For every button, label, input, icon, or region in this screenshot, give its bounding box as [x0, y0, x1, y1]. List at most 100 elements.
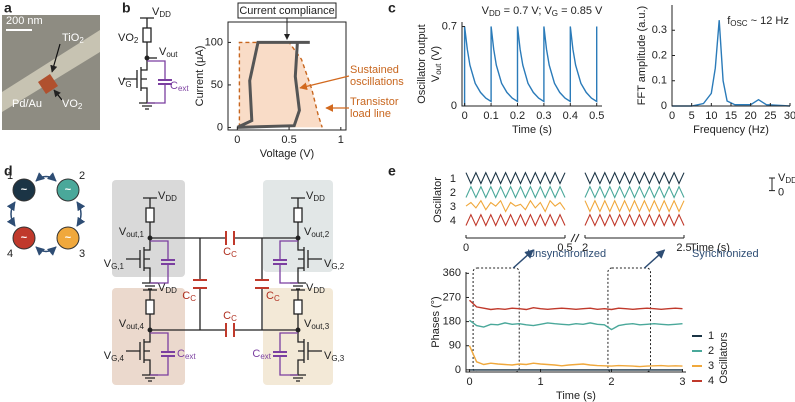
text-part: V — [152, 6, 160, 18]
circuit-label: VDD — [306, 282, 325, 295]
annotation: Synchronized — [692, 248, 759, 260]
panel-label: c — [388, 0, 396, 16]
annotation: Transistor — [350, 96, 399, 108]
oscillator-node — [12, 178, 36, 202]
text-part: TiO — [62, 32, 80, 44]
node-symbol: ~ — [65, 232, 72, 244]
circuit-label: VG,1 — [104, 258, 125, 271]
x-tick-label: 0 — [463, 242, 469, 254]
panel-label: e — [388, 163, 396, 179]
line — [672, 20, 791, 107]
text-part: out,2 — [311, 230, 329, 239]
text-part: C — [223, 310, 231, 322]
text-part: 2 — [134, 36, 139, 45]
text-part: out,4 — [126, 322, 144, 331]
text-part: ext — [178, 84, 189, 93]
x-tick-label: 0.2 — [510, 110, 525, 122]
circuit-label: VO2 — [118, 32, 139, 45]
text-part: C — [177, 348, 185, 360]
text-part: V — [158, 190, 166, 202]
legend-label: 2 — [708, 345, 714, 357]
circuit-label: VDD — [158, 282, 177, 295]
row-label: 3 — [450, 201, 456, 213]
text-part: C — [231, 314, 237, 323]
y-tick-label: 90 — [449, 340, 461, 352]
text-part: out,3 — [311, 322, 329, 331]
y-tick-label: 0.1 — [652, 75, 667, 87]
text-part: V — [304, 226, 312, 238]
node-symbol: ~ — [21, 232, 28, 244]
circuit-label: VDD — [306, 190, 325, 203]
y-tick-label: 0.3 — [652, 24, 667, 36]
text-part: OSC — [730, 19, 748, 28]
y-tick-label: 0 — [661, 100, 667, 112]
coupling-label: CC — [223, 246, 237, 259]
annotation: Current compliance — [239, 5, 334, 17]
text-part: ~ 12 Hz — [748, 15, 789, 27]
axes — [461, 22, 602, 107]
legend-label: 4 — [708, 375, 714, 387]
y-axis-label: Oscillator output — [416, 24, 428, 103]
arrow — [299, 75, 350, 91]
annotation: oscillations — [350, 76, 404, 88]
legend-title: Oscillators — [718, 332, 730, 384]
text-part: G — [125, 80, 131, 89]
axis-break — [570, 233, 580, 243]
text-part: V — [430, 74, 442, 82]
text-part: DD — [165, 286, 177, 295]
x-tick-label: 2.5 — [676, 242, 691, 254]
y-tick-label: 0 — [455, 364, 461, 376]
y-tick-label: 360 — [443, 267, 461, 279]
text-part: = 0.85 V — [558, 5, 603, 17]
coupling-label: CC — [266, 290, 280, 303]
text-part: VO — [62, 98, 78, 110]
x-tick-label: 5 — [689, 110, 695, 122]
arrow — [53, 89, 63, 101]
circuit-label: Vout,3 — [304, 318, 330, 331]
text-part: C — [190, 294, 196, 303]
node-label: 2 — [79, 170, 85, 182]
annotation: load line — [350, 108, 391, 120]
x-tick-label: 1 — [338, 134, 344, 146]
circuit-label: Vout,4 — [119, 318, 145, 331]
panel-label: d — [4, 163, 13, 179]
panel-label: b — [122, 0, 131, 16]
text-part: V — [778, 172, 786, 184]
x-tick-label: 25 — [764, 110, 776, 122]
oscillator-node — [56, 178, 80, 202]
text-part: out,1 — [126, 230, 144, 239]
node-label: 1 — [7, 170, 13, 182]
y-tick-label: 50 — [211, 79, 223, 91]
legend-label: 3 — [708, 360, 714, 372]
x-axis-label: Voltage (V) — [260, 148, 314, 160]
text-part: V — [118, 76, 126, 88]
coupling-label: CC — [223, 310, 237, 323]
text-part: 2 — [79, 36, 84, 45]
annotation: Unsynchronized — [527, 248, 606, 260]
text-part: V — [482, 5, 490, 17]
circuit-label: Vout,2 — [304, 226, 330, 239]
text-part: V — [304, 318, 312, 330]
line — [468, 345, 683, 368]
line — [465, 171, 685, 185]
node-symbol: ~ — [21, 184, 28, 196]
x-tick-label: 0.5 — [589, 110, 604, 122]
cell-box — [112, 288, 185, 385]
x-tick-label: 15 — [725, 110, 737, 122]
x-tick-label: 1 — [537, 376, 543, 388]
y-tick-label: 0 — [451, 100, 457, 112]
text-part: DD — [313, 194, 325, 203]
line — [238, 41, 323, 128]
text-part: DD — [159, 10, 171, 19]
y-axis-label: Phases (°) — [430, 296, 442, 347]
x-tick-label: 3 — [679, 376, 685, 388]
highlight-box — [472, 267, 520, 373]
line — [465, 213, 685, 227]
x-tick-label: 2 — [582, 242, 588, 254]
y-tick-label: 0.2 — [652, 49, 667, 61]
node-label: 3 — [79, 248, 85, 260]
line — [469, 299, 683, 311]
line — [463, 26, 598, 106]
text-part: out — [434, 63, 443, 75]
chart-title: VDD = 0.7 V; VG = 0.85 V — [482, 5, 603, 18]
